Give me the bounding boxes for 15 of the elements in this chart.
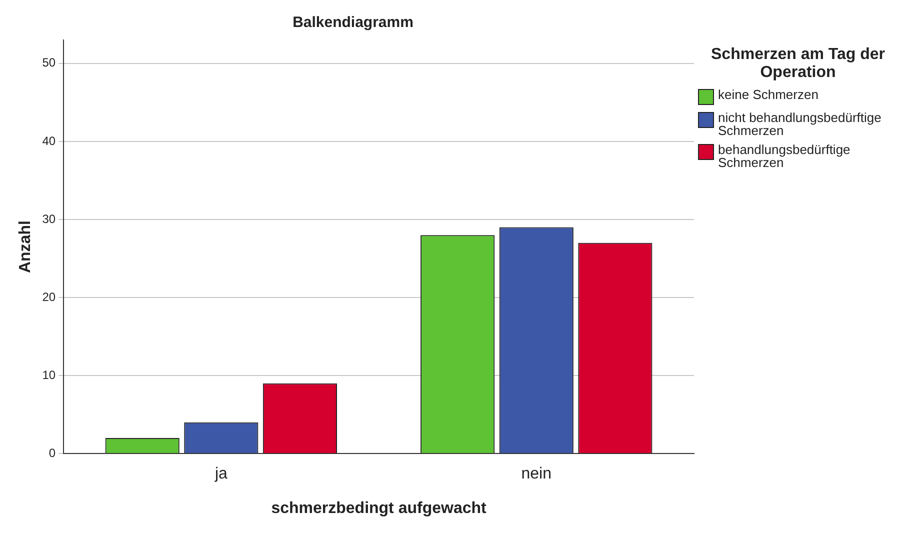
legend-title: Schmerzen am Tag der Operation — [710, 46, 886, 82]
legend-label: nicht behandlungsbedürftige Schmerzen — [718, 110, 882, 138]
y-tick-label: 50 — [42, 56, 56, 70]
y-tick-label: 10 — [42, 368, 56, 382]
y-tick-label: 30 — [42, 212, 56, 226]
y-tick-label: 20 — [42, 290, 56, 304]
y-tick-label: 0 — [48, 446, 56, 460]
y-tick-label: 40 — [42, 134, 56, 148]
x-axis-title: schmerzbedingt aufgewacht — [271, 500, 488, 517]
y-axis-title: Anzahl — [17, 220, 34, 274]
chart-title: Balkendiagramm — [292, 14, 414, 32]
x-tick-label: ja — [214, 466, 228, 483]
legend-label: behandlungsbedürftige Schmerzen — [718, 142, 852, 170]
x-tick-label: nein — [521, 466, 552, 483]
legend-label: keine Schmerzen — [718, 87, 818, 102]
